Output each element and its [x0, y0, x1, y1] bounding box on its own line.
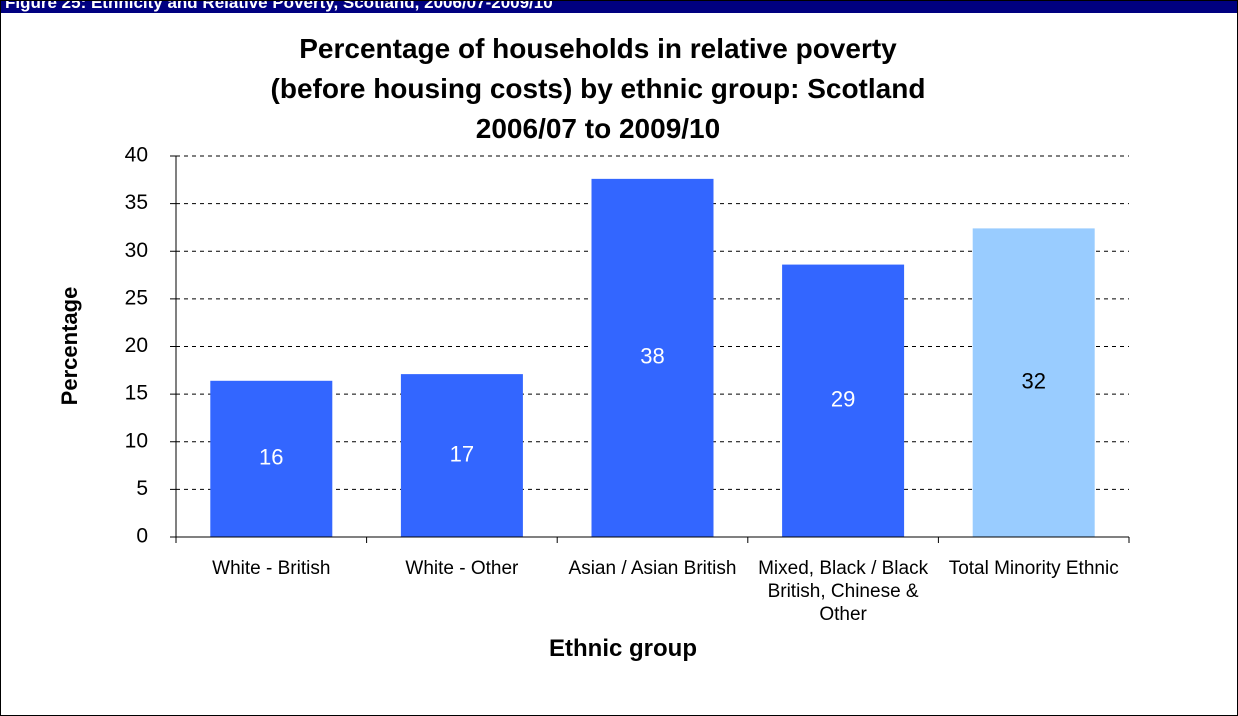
x-tick-label: White - British — [212, 558, 331, 579]
y-tick-label: 25 — [125, 286, 148, 309]
header-bar: Figure 25: Ethnicity and Relative Povert… — [1, 1, 1237, 13]
value-label: 38 — [640, 344, 664, 369]
y-tick-label: 20 — [125, 334, 148, 357]
y-tick-label: 5 — [136, 477, 148, 500]
y-tick-label: 30 — [125, 239, 148, 262]
chart-title: Percentage of households in relative pov… — [270, 33, 926, 144]
x-axis-title: Ethnic group — [549, 635, 697, 662]
bar — [972, 228, 1095, 537]
x-tick-label: Asian / Asian British — [568, 558, 737, 579]
y-tick-label: 35 — [125, 191, 148, 214]
value-label: 16 — [259, 445, 283, 470]
x-tick-label: White - Other — [405, 558, 519, 579]
x-tick-label: Total Minority Ethnic — [948, 558, 1119, 579]
header-text: Figure 25: Ethnicity and Relative Povert… — [5, 1, 553, 12]
x-tick-label: Mixed, Black / Black British, Chinese & … — [758, 558, 929, 625]
value-label: 17 — [450, 441, 474, 466]
y-tick-label: 0 — [136, 525, 148, 548]
y-axis-title: Percentage — [57, 287, 82, 406]
bar — [400, 374, 523, 537]
value-label: 32 — [1021, 369, 1045, 394]
value-label: 29 — [831, 387, 855, 412]
y-tick-label: 15 — [125, 382, 148, 405]
bar — [591, 178, 714, 538]
y-tick-label: 10 — [125, 429, 148, 452]
bar — [210, 380, 333, 537]
bar — [782, 264, 905, 537]
y-tick-label: 40 — [125, 144, 148, 167]
